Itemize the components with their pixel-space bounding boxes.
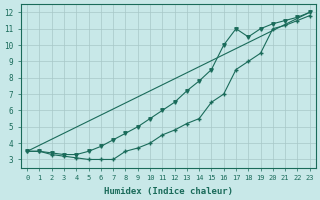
X-axis label: Humidex (Indice chaleur): Humidex (Indice chaleur) bbox=[104, 187, 233, 196]
